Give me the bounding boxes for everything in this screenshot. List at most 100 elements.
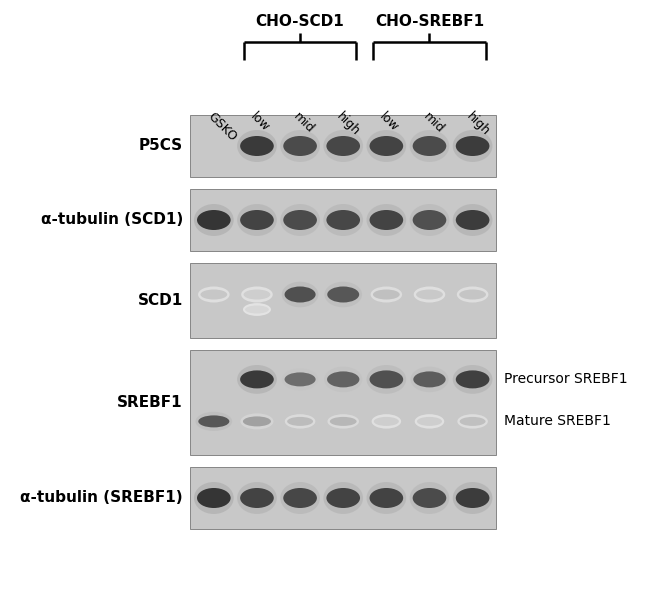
FancyBboxPatch shape [190,263,497,338]
Ellipse shape [281,368,318,391]
Ellipse shape [327,286,359,302]
Ellipse shape [370,210,403,230]
Ellipse shape [240,488,274,508]
Ellipse shape [240,413,274,430]
Text: CHO-SREBF1: CHO-SREBF1 [375,14,484,29]
Ellipse shape [457,286,488,302]
Ellipse shape [280,482,320,514]
Ellipse shape [453,365,493,394]
Text: mid: mid [421,110,446,136]
Ellipse shape [456,488,489,508]
Ellipse shape [324,281,362,307]
Text: Precursor SREBF1: Precursor SREBF1 [504,373,627,386]
Ellipse shape [198,415,229,427]
Text: mid: mid [291,110,317,136]
Ellipse shape [280,204,320,236]
Ellipse shape [241,286,273,302]
Ellipse shape [374,417,399,426]
Text: Mature SREBF1: Mature SREBF1 [504,415,610,428]
Ellipse shape [458,414,488,428]
Ellipse shape [197,210,231,230]
Ellipse shape [413,210,447,230]
Ellipse shape [243,416,271,427]
Ellipse shape [413,371,446,388]
Ellipse shape [281,281,318,307]
Ellipse shape [285,286,316,302]
Text: SREBF1: SREBF1 [117,395,183,410]
Text: high: high [334,110,363,139]
Ellipse shape [194,482,233,514]
Ellipse shape [285,414,315,428]
Ellipse shape [413,488,447,508]
Ellipse shape [237,482,277,514]
Ellipse shape [460,289,486,299]
Ellipse shape [460,417,486,426]
Text: high: high [463,110,492,139]
FancyBboxPatch shape [190,189,497,251]
Ellipse shape [370,136,403,156]
Ellipse shape [370,370,403,388]
Ellipse shape [287,417,313,426]
Ellipse shape [413,136,447,156]
Ellipse shape [198,286,229,302]
Ellipse shape [285,373,316,386]
Ellipse shape [367,365,406,394]
Ellipse shape [240,136,274,156]
FancyBboxPatch shape [190,115,497,177]
Ellipse shape [324,367,362,392]
Ellipse shape [237,365,277,394]
Ellipse shape [240,210,274,230]
Ellipse shape [453,482,493,514]
Text: CHO-SCD1: CHO-SCD1 [255,14,344,29]
Ellipse shape [456,370,489,388]
Ellipse shape [370,488,403,508]
Ellipse shape [373,289,400,299]
Ellipse shape [453,130,493,162]
Text: GSKO: GSKO [205,110,239,144]
FancyBboxPatch shape [190,467,497,529]
Text: low: low [377,110,402,134]
Text: α-tubulin (SREBF1): α-tubulin (SREBF1) [20,491,183,505]
Ellipse shape [326,488,360,508]
Ellipse shape [283,488,317,508]
Ellipse shape [367,482,406,514]
Ellipse shape [244,289,270,299]
Ellipse shape [453,204,493,236]
Ellipse shape [323,482,363,514]
Ellipse shape [240,370,274,388]
Ellipse shape [200,289,227,299]
Ellipse shape [410,204,449,236]
Ellipse shape [323,204,363,236]
Ellipse shape [323,130,363,162]
Text: P5CS: P5CS [138,139,183,154]
Ellipse shape [237,204,277,236]
Ellipse shape [330,417,357,426]
Text: SCD1: SCD1 [138,293,183,308]
FancyBboxPatch shape [190,350,497,455]
Text: low: low [248,110,272,134]
Ellipse shape [283,210,317,230]
Ellipse shape [327,371,359,388]
Ellipse shape [370,286,402,302]
Ellipse shape [456,136,489,156]
Ellipse shape [413,286,445,302]
Ellipse shape [417,417,442,426]
Ellipse shape [456,210,489,230]
Ellipse shape [415,414,444,428]
Ellipse shape [243,303,271,316]
Ellipse shape [328,414,359,428]
Ellipse shape [280,130,320,162]
Ellipse shape [237,130,277,162]
Ellipse shape [326,210,360,230]
Ellipse shape [367,130,406,162]
Ellipse shape [326,136,360,156]
Ellipse shape [410,130,449,162]
Ellipse shape [410,482,449,514]
Ellipse shape [197,488,231,508]
Ellipse shape [283,136,317,156]
Ellipse shape [194,204,233,236]
Ellipse shape [196,412,232,431]
Text: α-tubulin (SCD1): α-tubulin (SCD1) [40,212,183,227]
Ellipse shape [367,204,406,236]
Ellipse shape [372,414,401,428]
